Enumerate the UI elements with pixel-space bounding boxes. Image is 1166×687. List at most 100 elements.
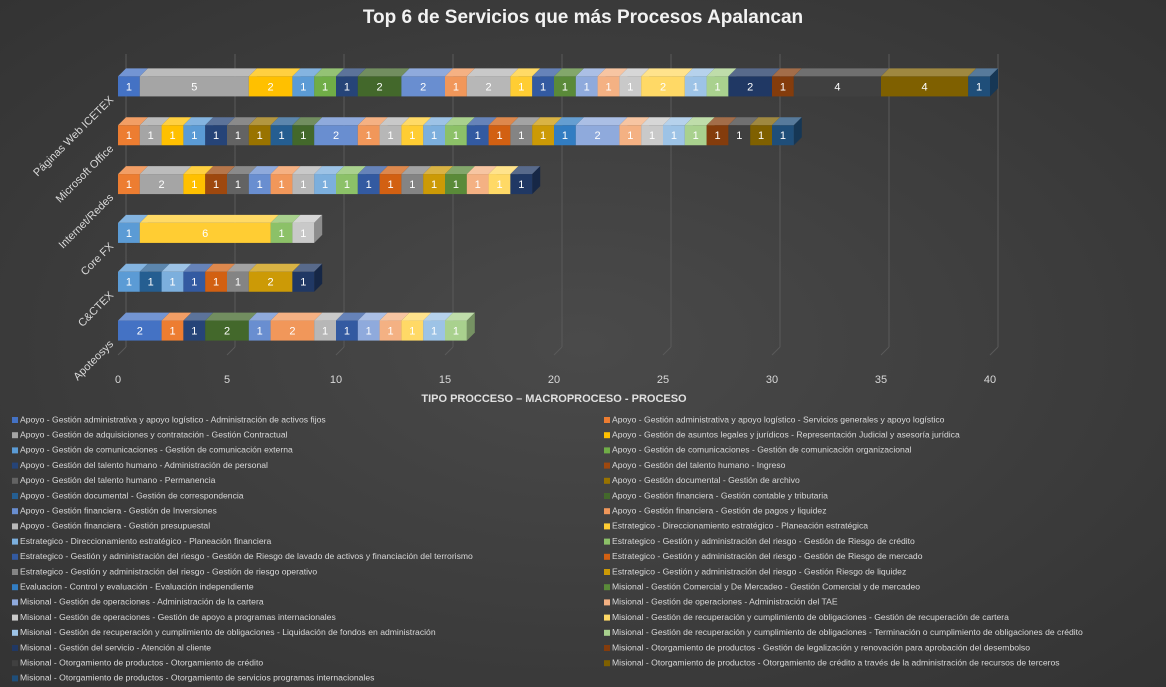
legend-label: Misional - Gestión de recuperación y cum…	[612, 612, 1009, 622]
bar	[270, 174, 293, 195]
legend-swatch	[604, 538, 610, 545]
data-label: 1	[714, 81, 720, 93]
bar-top	[205, 312, 257, 321]
data-label: 1	[257, 325, 263, 337]
legend-swatch	[12, 477, 18, 484]
bar	[554, 76, 576, 97]
bar-top	[292, 263, 323, 272]
bar-top	[641, 68, 693, 77]
bar	[684, 125, 707, 146]
data-label: 5	[191, 81, 197, 93]
x-tick-label: 5	[224, 374, 230, 386]
bar-top	[488, 166, 519, 175]
data-label: 1	[627, 130, 633, 142]
bar	[139, 222, 271, 243]
data-label: 1	[562, 130, 568, 142]
bar-top	[554, 117, 584, 126]
bar	[445, 320, 467, 341]
data-label: 1	[453, 130, 459, 142]
bar	[118, 271, 140, 292]
bar-top	[423, 117, 453, 126]
legend-swatch	[604, 477, 610, 484]
chart-title: Top 6 de Servicios que más Procesos Apal…	[363, 7, 803, 28]
legend-swatch	[604, 629, 610, 636]
bar	[314, 174, 336, 195]
legend-label: Apoyo - Gestión de comunicaciones - Gest…	[612, 445, 912, 455]
bar-top	[750, 117, 780, 126]
grid-line	[989, 346, 999, 356]
bar	[270, 222, 293, 243]
bar-top	[292, 117, 323, 126]
legend-label: Estrategico - Gestión y administración d…	[612, 566, 906, 576]
data-label: 1	[300, 81, 306, 93]
data-label: 1	[714, 130, 720, 142]
data-label: 1	[169, 130, 175, 142]
data-label: 1	[518, 81, 524, 93]
data-label: 1	[126, 179, 132, 191]
data-label: 1	[431, 325, 437, 337]
bar	[183, 174, 206, 195]
bar	[205, 320, 249, 341]
legend-label: Apoyo - Gestión de comunicaciones - Gest…	[20, 445, 293, 455]
bar-top	[183, 263, 214, 272]
bar-top	[183, 166, 214, 175]
data-label: 1	[671, 130, 677, 142]
legend-label: Misional - Otorgamiento de productos - O…	[20, 657, 263, 667]
bar	[357, 174, 380, 195]
data-label: 1	[453, 325, 459, 337]
bar-top	[205, 117, 235, 126]
bar-top	[183, 117, 214, 126]
bar	[227, 174, 249, 195]
bar	[118, 320, 162, 341]
data-label: 1	[453, 179, 459, 191]
bar-top	[466, 68, 519, 77]
bar-segment	[292, 263, 323, 292]
bar	[205, 174, 227, 195]
bar	[248, 271, 293, 292]
x-tick-label: 15	[439, 374, 451, 386]
data-label: 1	[191, 325, 197, 337]
bar-top	[445, 117, 475, 126]
data-label: 1	[213, 130, 219, 142]
data-label: 4	[922, 81, 928, 93]
bar-side	[314, 214, 323, 243]
bar-segment	[445, 166, 475, 195]
data-label: 2	[137, 325, 143, 337]
data-label: 1	[300, 130, 306, 142]
bar-top	[401, 68, 453, 77]
bar	[401, 174, 424, 195]
data-label: 2	[595, 130, 601, 142]
bar	[183, 271, 206, 292]
legend-swatch	[604, 417, 610, 423]
legend-swatch	[604, 599, 610, 606]
bar-top	[314, 166, 344, 175]
bar-top	[292, 68, 323, 77]
bar-top	[401, 312, 432, 321]
bar-top	[684, 117, 715, 126]
data-label: 1	[366, 130, 372, 142]
data-label: 1	[300, 228, 306, 240]
data-label: 1	[693, 81, 699, 93]
data-label: 1	[475, 130, 481, 142]
bar	[161, 271, 184, 292]
legend-label: Misional - Gestión de operaciones - Gest…	[20, 612, 336, 622]
legend-label: Apoyo - Gestión de adquisiciones y contr…	[20, 429, 288, 439]
bar-top	[314, 117, 366, 126]
bar	[532, 125, 554, 146]
legend-swatch	[12, 675, 18, 682]
legend-swatch	[12, 599, 18, 606]
bar-top	[227, 166, 257, 175]
legend-swatch	[12, 447, 18, 454]
bar-top	[139, 166, 192, 175]
bar-top	[379, 312, 410, 321]
bar-top	[684, 68, 715, 77]
bar-top	[183, 312, 214, 321]
bar	[292, 174, 315, 195]
bar-top	[161, 312, 192, 321]
legend-swatch	[12, 538, 18, 545]
x-tick-label: 30	[766, 374, 778, 386]
legend-swatch	[604, 447, 610, 454]
bar-top	[706, 117, 737, 126]
category-label: Core FX	[79, 240, 117, 278]
bar	[466, 174, 489, 195]
